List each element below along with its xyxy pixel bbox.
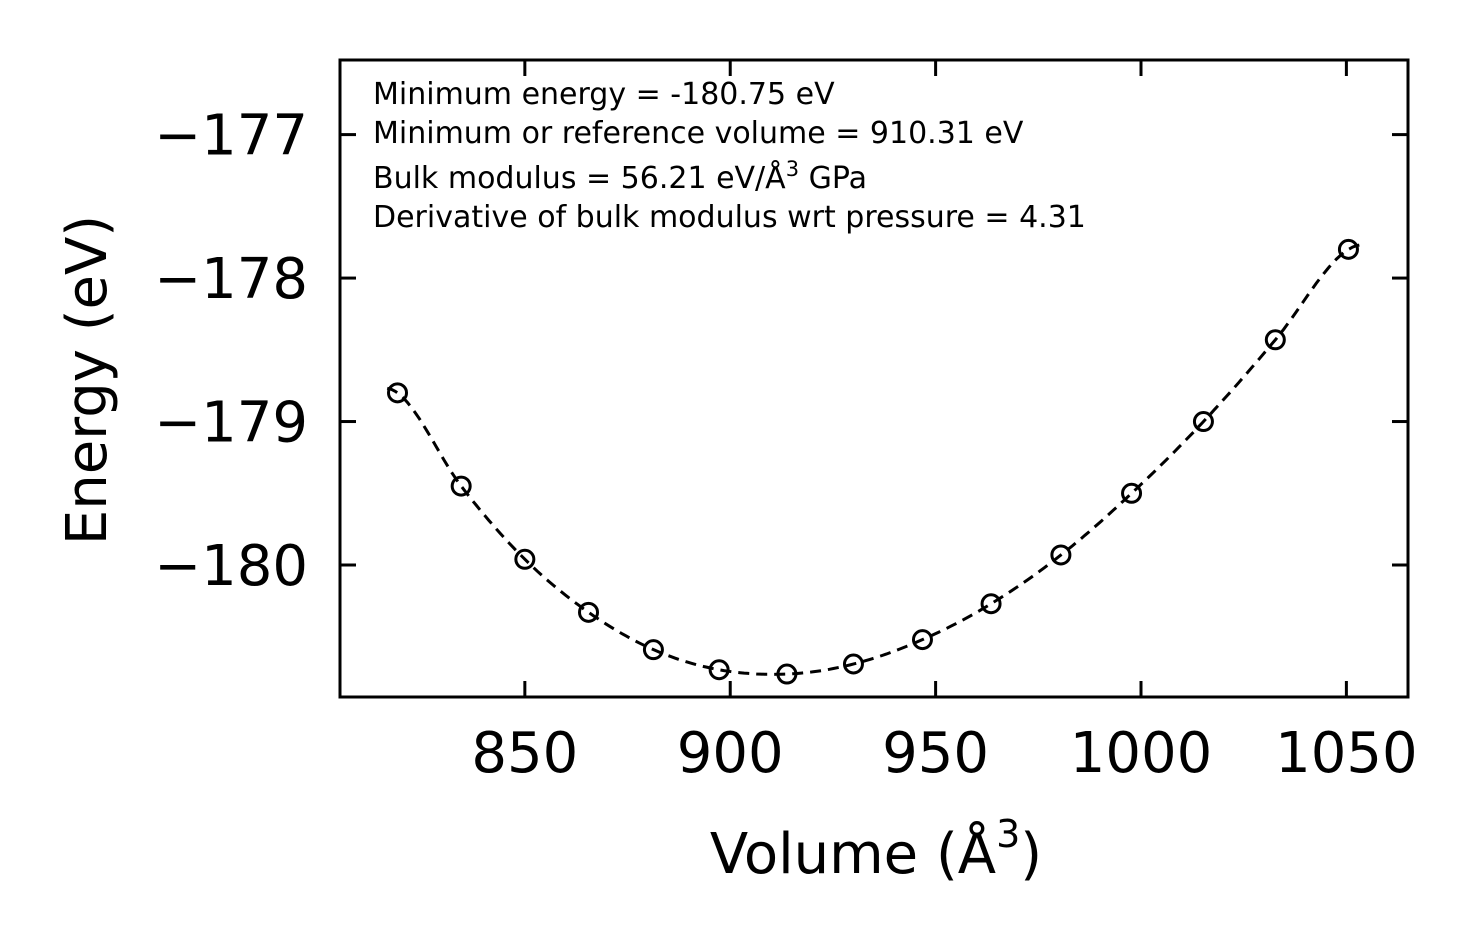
x-axis-label: Volume (Å3) — [710, 812, 1042, 887]
data-point — [642, 639, 664, 661]
data-point — [842, 653, 864, 675]
annotation-bulk-derivative: Derivative of bulk modulus wrt pressure … — [373, 200, 1086, 235]
annotation-min-energy: Minimum energy = -180.75 eV — [373, 77, 835, 112]
data-point — [1337, 238, 1359, 260]
x-axis-ticks: 850 900 950 1000 1050 — [471, 60, 1418, 786]
y-tick-label: −178 — [154, 247, 308, 312]
data-point — [776, 663, 798, 685]
data-point — [450, 475, 472, 497]
data-point — [578, 601, 600, 623]
annotation-ref-volume: Minimum or reference volume = 910.31 eV — [373, 116, 1024, 151]
data-point — [1264, 329, 1286, 351]
data-point — [514, 548, 536, 570]
y-tick-label: −179 — [154, 391, 308, 456]
data-point — [1192, 411, 1214, 433]
y-tick-label: −180 — [154, 534, 308, 599]
fit-curve — [386, 243, 1362, 676]
y-tick-label: −177 — [154, 104, 308, 169]
data-point — [980, 593, 1002, 615]
x-tick-label: 900 — [677, 721, 784, 786]
x-tick-label: 950 — [882, 721, 989, 786]
x-tick-label: 1050 — [1275, 721, 1418, 786]
data-point — [708, 659, 730, 681]
data-point — [911, 629, 933, 651]
y-axis-ticks: −177 −178 −179 −180 — [154, 104, 1408, 599]
y-axis-label: Energy (eV) — [55, 215, 120, 545]
data-points — [387, 238, 1359, 685]
data-point — [1050, 544, 1072, 566]
annotation-bulk-modulus: Bulk modulus = 56.21 eV/Å3 GPa — [373, 157, 867, 196]
plot-frame — [338, 58, 1410, 699]
x-tick-label: 1000 — [1070, 721, 1213, 786]
data-point — [1121, 482, 1143, 504]
x-tick-label: 850 — [471, 721, 578, 786]
data-point — [387, 382, 409, 404]
